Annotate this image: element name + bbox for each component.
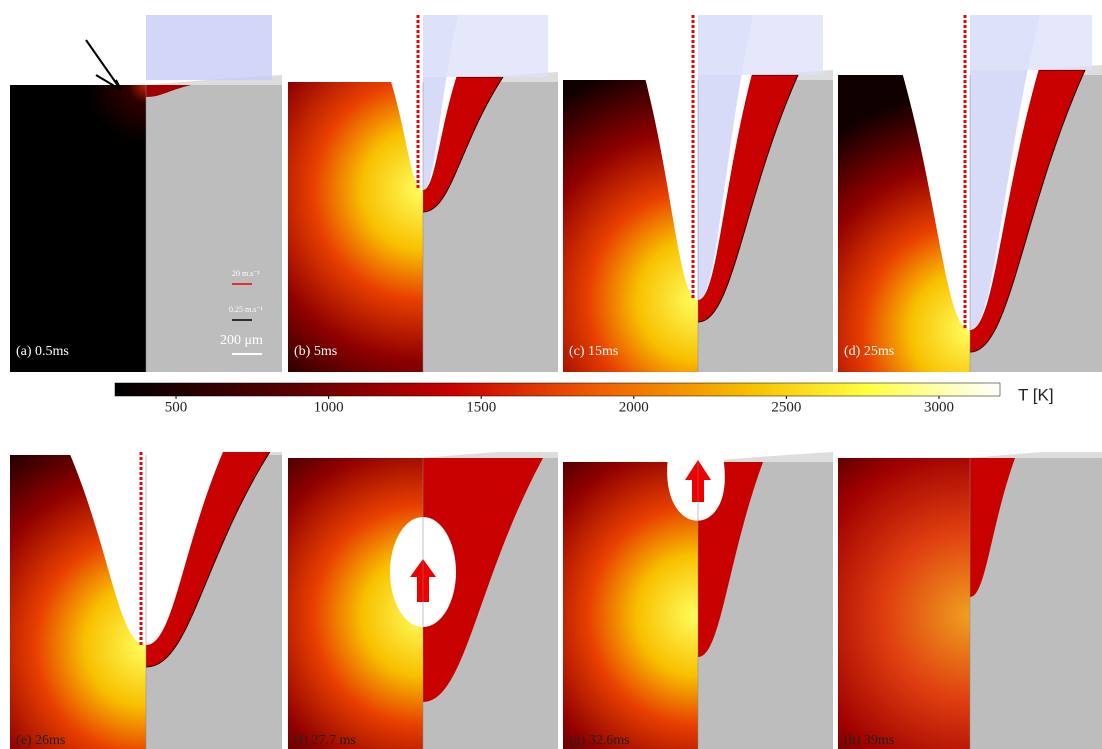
scale-bar-label: 200 μm [220,333,263,348]
melt-pool [423,458,543,702]
melt-pool [146,85,191,97]
panel-label: (e) 26ms [16,733,65,748]
colorbar-tick-label: 1000 [314,399,344,415]
velocity-vector [115,79,122,91]
colorbar-tick-label: 2500 [771,399,801,415]
heat-field [563,462,698,749]
colorbar-tick-label: 500 [165,399,188,415]
velocity-vector [85,39,122,91]
free-surface [423,452,558,458]
free-surface [698,452,833,462]
plume-top [423,15,548,77]
panel-label: (c) 15ms [569,344,618,359]
velocity-legend: 0.25 m.s⁻¹ [229,305,264,314]
heat-field [838,458,970,749]
colorbar-tick-label: 3000 [924,399,954,415]
panel [288,452,558,749]
plume-top [698,15,823,75]
melt-pool [970,458,1015,597]
heat-field [10,85,146,372]
panel [563,452,833,749]
panel [10,15,282,372]
colorbar-tick-label: 2000 [619,399,649,415]
vapor-plume [146,15,272,80]
panel [838,452,1102,749]
panel-label: (f) 27.7 ms [294,733,356,748]
velocity-legend: 20 m.s⁻¹ [232,269,261,278]
free-surface [970,452,1102,458]
panel-label: (h) 39ms [844,733,894,748]
panel-label: (g) 32.6ms [569,733,630,748]
heat-field [288,82,423,372]
solid-region [146,85,282,372]
velocity-vector [95,74,122,91]
panel [838,15,1102,372]
colorbar [114,382,1001,397]
panel-label: (a) 0.5ms [16,344,69,359]
plume-top [970,15,1092,70]
panel [288,15,558,372]
colorbar-tick-label: 1500 [466,399,496,415]
panel-label: (b) 5ms [294,344,337,359]
colorbar-label: T [K] [1018,385,1054,404]
vapor-plume [698,15,753,300]
panel [10,452,282,749]
vapor-plume [970,15,1040,330]
panel [563,15,833,372]
panel-label: (d) 25ms [844,344,894,359]
